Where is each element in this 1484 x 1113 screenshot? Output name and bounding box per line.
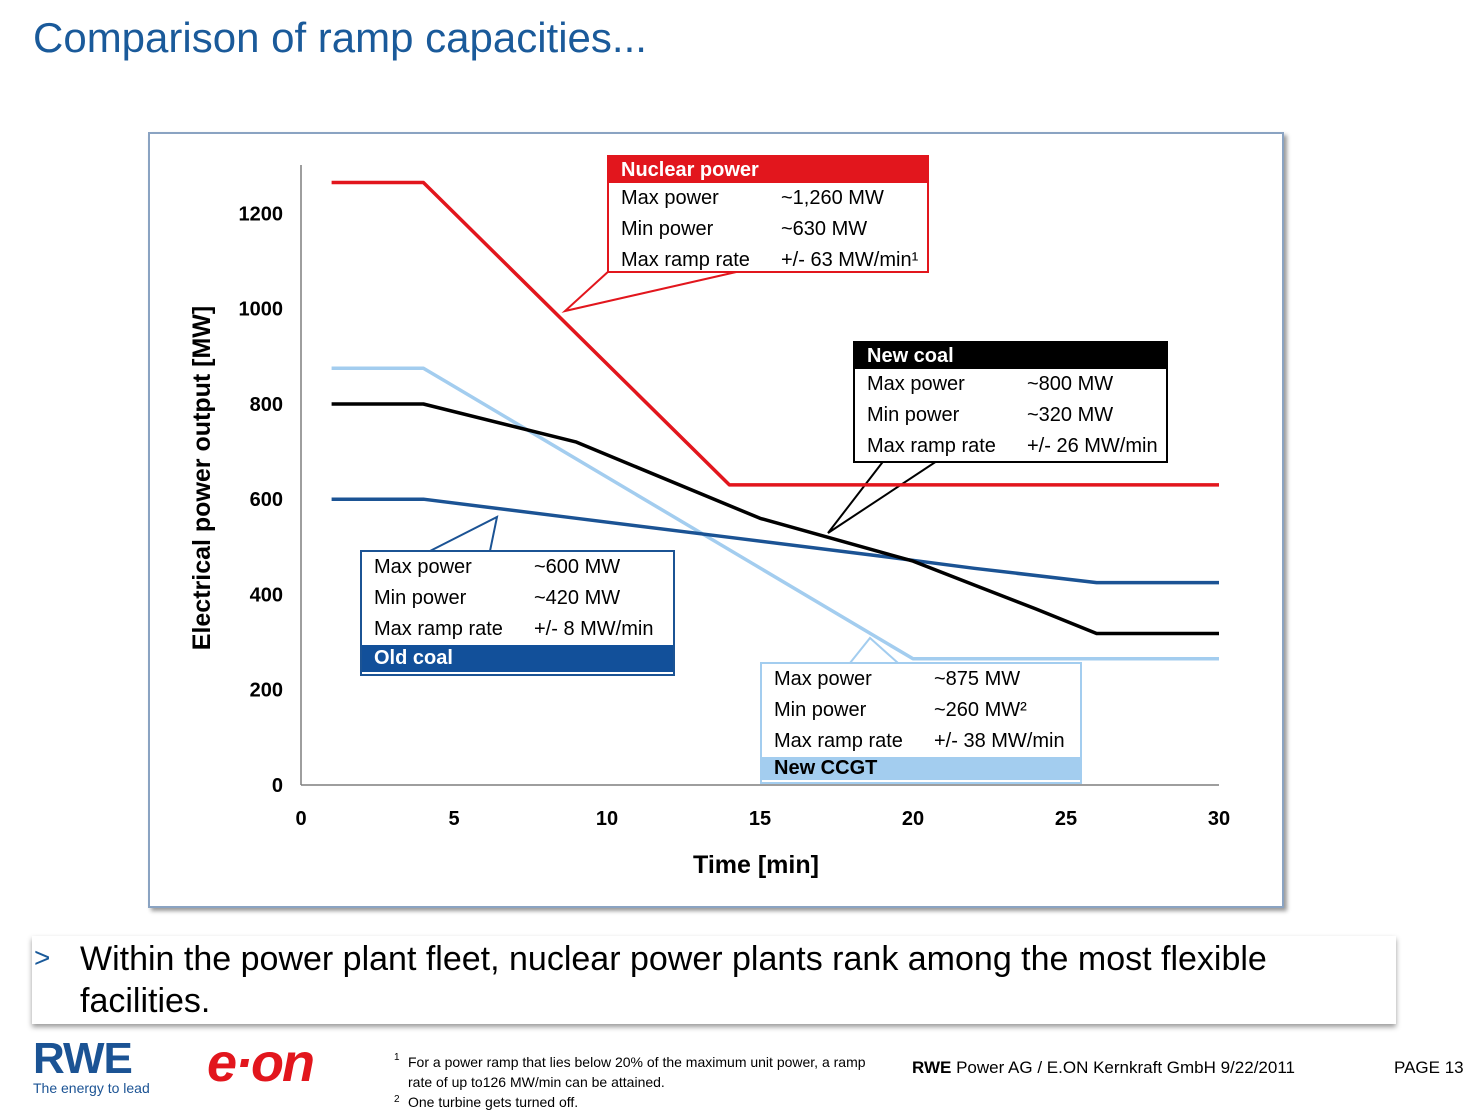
newcoal-row-ramp: Max ramp rate +/- 26 MW/min (855, 431, 1166, 462)
row-value: ~260 MW² (934, 699, 1027, 721)
y-tick-label: 200 (250, 680, 283, 702)
x-tick-label: 25 (1055, 808, 1077, 830)
oldcoal-row-max: Max power ~600 MW (362, 552, 673, 583)
x-tick-label: 15 (749, 808, 771, 830)
oldcoal-row-ramp: Max ramp rate +/- 8 MW/min (362, 614, 673, 645)
row-key: Max ramp rate (374, 618, 503, 640)
nuclear-info-box: Nuclear power Max power ~1,260 MW Min pow… (607, 155, 929, 273)
row-key: Min power (774, 699, 867, 721)
row-key: Max power (774, 668, 872, 690)
ccgt-row-min: Min power ~260 MW² (762, 695, 1080, 726)
nuclear-row-max: Max power ~1,260 MW (609, 183, 927, 214)
footnote-1-text: For a power ramp that lies below 20% of … (408, 1054, 866, 1090)
company-bold: RWE (912, 1058, 952, 1077)
company-date: RWE Power AG / E.ON Kernkraft GmbH 9/22/… (912, 1058, 1295, 1078)
y-tick-label: 800 (250, 394, 283, 416)
series-line-old-coal (331, 497, 1219, 585)
row-key: Max ramp rate (867, 435, 996, 457)
row-value: ~600 MW (534, 556, 621, 578)
row-value: ~420 MW (534, 587, 621, 609)
x-tick-label: 0 (295, 808, 306, 830)
row-key: Max power (374, 556, 472, 578)
y-tick-label: 400 (250, 584, 283, 606)
nuclear-box-title: Nuclear power (609, 157, 927, 183)
row-key: Min power (867, 404, 960, 426)
slide-title: Comparison of ramp capacities... (33, 14, 647, 61)
nuclear-callout-pointer (561, 269, 746, 313)
ccgt-info-box: Max power ~875 MW Min power ~260 MW² Max r… (760, 662, 1082, 784)
eon-logo: e·on (207, 1033, 315, 1093)
y-tick-label: 600 (250, 489, 283, 511)
series-line-new-ccgt (331, 366, 1219, 661)
rwe-tagline: The energy to lead (33, 1080, 150, 1096)
x-tick-label: 30 (1208, 808, 1230, 830)
oldcoal-info-box: Max power ~600 MW Min power ~420 MW Max ra… (360, 550, 675, 676)
footnote-1: 1 For a power ramp that lies below 20% o… (392, 1052, 892, 1092)
row-value: +/- 38 MW/min (934, 730, 1065, 752)
newcoal-row-min: Min power ~320 MW (855, 400, 1166, 431)
newcoal-box-title: New coal (855, 343, 1166, 369)
row-value: +/- 26 MW/min (1027, 435, 1158, 457)
ccgt-row-ramp: Max ramp rate +/- 38 MW/min (762, 726, 1080, 757)
y-tick-label: 1000 (239, 299, 284, 321)
company-rest: Power AG / E.ON Kernkraft GmbH 9/22/2011 (951, 1058, 1295, 1077)
nuclear-row-ramp: Max ramp rate +/- 63 MW/min¹ (609, 245, 927, 276)
y-axis-title: Electrical power output [MW] (188, 306, 216, 650)
key-message-box: > Within the power plant fleet, nuclear … (32, 936, 1396, 1024)
oldcoal-callout-pointer (429, 515, 499, 552)
x-axis-title: Time [min] (693, 851, 819, 879)
rwe-logo: RWE The energy to lead (33, 1036, 163, 1106)
row-value: +/- 63 MW/min¹ (781, 249, 919, 271)
ccgt-row-max: Max power ~875 MW (762, 664, 1080, 695)
footnote-1-mark: 1 (394, 1052, 400, 1063)
row-key: Min power (374, 587, 467, 609)
row-key: Max power (867, 373, 965, 395)
row-value: +/- 8 MW/min (534, 618, 654, 640)
ccgt-callout-pointer (847, 636, 901, 664)
row-value: ~875 MW (934, 668, 1021, 690)
row-key: Min power (621, 218, 714, 240)
y-tick-label: 0 (272, 775, 283, 797)
row-key: Max ramp rate (774, 730, 903, 752)
series-line-new-coal (331, 402, 1219, 636)
x-tick-label: 20 (902, 808, 924, 830)
rwe-logo-text: RWE (33, 1034, 133, 1083)
newcoal-callout-pointer (827, 458, 944, 534)
ccgt-box-title: New CCGT (762, 757, 1080, 780)
row-value: ~800 MW (1027, 373, 1114, 395)
bullet-marker: > (34, 942, 51, 973)
row-value: ~320 MW (1027, 404, 1114, 426)
page-number: PAGE 13 (1394, 1058, 1464, 1077)
row-key: Max power (621, 187, 719, 209)
series-line-nuclear-power (331, 180, 1219, 487)
row-value: ~1,260 MW (781, 187, 884, 209)
key-message-text: Within the power plant fleet, nuclear po… (80, 940, 1267, 1020)
oldcoal-row-min: Min power ~420 MW (362, 583, 673, 614)
y-tick-label: 1200 (239, 203, 284, 225)
nuclear-row-min: Min power ~630 MW (609, 214, 927, 245)
oldcoal-box-title: Old coal (362, 645, 673, 672)
x-tick-label: 5 (448, 808, 459, 830)
footnote-2-text: One turbine gets turned off. (408, 1094, 579, 1110)
row-key: Max ramp rate (621, 249, 750, 271)
footnote-2: 2 One turbine gets turned off. (392, 1094, 892, 1110)
x-tick-label: 10 (596, 808, 618, 830)
newcoal-info-box: New coal Max power ~800 MW Min power ~320 … (853, 341, 1168, 463)
newcoal-row-max: Max power ~800 MW (855, 369, 1166, 400)
row-value: ~630 MW (781, 218, 868, 240)
footnote-2-mark: 2 (394, 1094, 400, 1105)
